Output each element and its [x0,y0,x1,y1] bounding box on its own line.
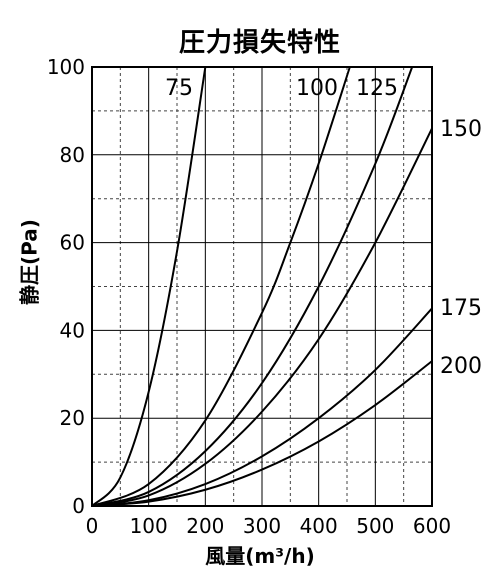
chart-title: 圧力損失特性 [178,28,341,58]
x-tick-label: 100 [130,514,168,538]
x-axis-label: 風量(m³/h) [205,544,315,568]
series-line-125 [91,66,414,507]
series-line-150 [91,128,433,507]
series-line-200 [91,360,433,507]
y-tick-label: 80 [60,143,85,167]
series-line-75 [91,66,207,507]
series-line-175 [91,307,433,507]
x-tick-label: 300 [243,514,281,538]
series-label-150: 150 [440,117,482,142]
x-tick-label: 600 [413,514,451,538]
series-label-175: 175 [440,296,482,321]
y-tick-label: 40 [60,318,85,342]
series-label-125: 125 [356,76,398,101]
y-tick-label: 0 [72,494,85,518]
y-axis-label: 静圧(Pa) [17,219,42,305]
y-tick-label: 20 [60,406,85,430]
series-label-200: 200 [440,354,482,379]
series-line-100 [91,66,351,507]
x-tick-label: 400 [300,514,338,538]
y-tick-label: 100 [47,55,85,79]
x-tick-label: 0 [86,514,99,538]
series-label-75: 75 [165,76,193,101]
x-tick-label: 500 [356,514,394,538]
series-label-100: 100 [296,76,338,101]
x-tick-label: 200 [186,514,224,538]
plot-frame [91,66,433,507]
y-tick-label: 60 [60,231,85,255]
